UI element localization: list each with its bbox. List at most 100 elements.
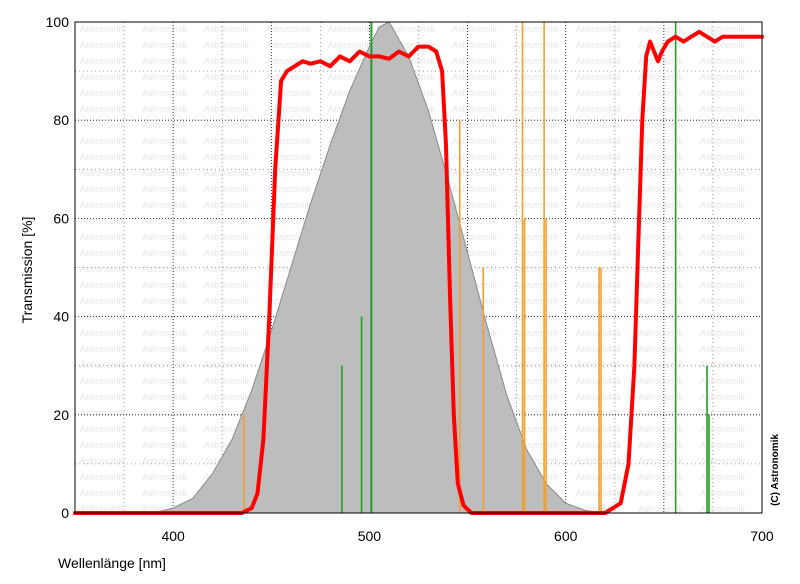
watermark-text: Astronomik: [266, 104, 312, 114]
watermark-text: Astronomik: [514, 424, 560, 434]
y-axis-label: Transmission [%]: [19, 217, 35, 324]
watermark-text: Astronomik: [80, 232, 126, 242]
watermark-text: Astronomik: [390, 40, 436, 50]
watermark-text: Astronomik: [80, 456, 126, 466]
watermark-text: Astronomik: [204, 392, 250, 402]
watermark-text: Astronomik: [576, 232, 622, 242]
x-tick-label: 500: [358, 528, 382, 544]
watermark-text: Astronomik: [80, 440, 126, 450]
filter-curve: [73, 29, 764, 515]
x-tick-label: 400: [161, 528, 185, 544]
watermark-text: Astronomik: [700, 120, 746, 130]
watermark-text: Astronomik: [638, 408, 684, 418]
watermark-text: Astronomik: [638, 472, 684, 482]
watermark-text: Astronomik: [514, 296, 560, 306]
watermark-text: Astronomik: [700, 216, 746, 226]
watermark-text: Astronomik: [514, 264, 560, 274]
watermark-text: Astronomik: [638, 296, 684, 306]
watermark-text: Astronomik: [142, 24, 188, 34]
plot-frame: [74, 21, 763, 514]
watermark-text: Astronomik: [700, 456, 746, 466]
watermark-text: Astronomik: [204, 136, 250, 146]
watermark-text: Astronomik: [204, 40, 250, 50]
watermark-text: Astronomik: [700, 264, 746, 274]
watermark-text: Astronomik: [142, 232, 188, 242]
watermark-text: Astronomik: [514, 168, 560, 178]
watermark-text: Astronomik: [142, 248, 188, 258]
watermark-text: Astronomik: [142, 328, 188, 338]
watermark-text: Astronomik: [80, 88, 126, 98]
watermark-text: Astronomik: [700, 248, 746, 258]
watermark-text: Astronomik: [80, 200, 126, 210]
watermark-text: Astronomik: [576, 104, 622, 114]
watermark-text: Astronomik: [514, 408, 560, 418]
watermark-text: Astronomik: [514, 40, 560, 50]
watermark-text: Astronomik: [142, 120, 188, 130]
watermark-text: Astronomik: [576, 152, 622, 162]
watermark-text: Astronomik: [638, 376, 684, 386]
watermark-text: Astronomik: [204, 264, 250, 274]
watermark-text: Astronomik: [204, 120, 250, 130]
y-tick-label: 80: [53, 112, 69, 128]
watermark-text: Astronomik: [142, 104, 188, 114]
watermark-text: Astronomik: [638, 344, 684, 354]
y-tick-label: 20: [53, 407, 69, 423]
watermark-text: Astronomik: [638, 264, 684, 274]
watermark-text: Astronomik: [80, 24, 126, 34]
watermark-text: Astronomik: [204, 216, 250, 226]
watermark-text: Astronomik: [80, 72, 126, 82]
watermark-text: Astronomik: [142, 488, 188, 498]
watermark-text: Astronomik: [80, 296, 126, 306]
watermark-text: Astronomik: [266, 232, 312, 242]
watermark-text: Astronomik: [266, 216, 312, 226]
watermark-text: Astronomik: [142, 344, 188, 354]
watermark-text: Astronomik: [266, 248, 312, 258]
tick-labels: 400 500 600 700 0 20 40 60 80 100: [46, 14, 774, 544]
watermark-text: Astronomik: [638, 424, 684, 434]
watermark-text: Astronomik: [576, 88, 622, 98]
watermark-text: Astronomik: [142, 456, 188, 466]
watermark-text: Astronomik: [142, 360, 188, 370]
watermark-text: Astronomik: [452, 120, 498, 130]
watermark-text: Astronomik: [204, 56, 250, 66]
watermark-text: Astronomik: [142, 408, 188, 418]
watermark-text: Astronomik: [514, 88, 560, 98]
watermark-text: Astronomik: [266, 152, 312, 162]
watermark-text: Astronomik: [700, 200, 746, 210]
watermark-text: Astronomik: [514, 200, 560, 210]
watermark-text: Astronomik: [80, 120, 126, 130]
watermark-text: Astronomik: [204, 312, 250, 322]
watermark-text: Astronomik: [514, 456, 560, 466]
watermark-text: Astronomik: [452, 104, 498, 114]
watermark-text: Astronomik: [142, 296, 188, 306]
watermark-text: Astronomik: [142, 200, 188, 210]
watermark-text: Astronomik: [80, 328, 126, 338]
watermark-text: Astronomik: [452, 152, 498, 162]
watermark-text: Astronomik: [204, 104, 250, 114]
watermark-text: Astronomik: [700, 360, 746, 370]
watermark-text: Astronomik: [142, 392, 188, 402]
watermark-text: Astronomik: [142, 312, 188, 322]
watermark-text: Astronomik: [80, 504, 126, 514]
x-tick-label: 700: [750, 528, 774, 544]
watermark-text: Astronomik: [80, 472, 126, 482]
watermark-text: Astronomik: [328, 40, 374, 50]
watermark-text: Astronomik: [638, 392, 684, 402]
watermark-text: Astronomik: [638, 72, 684, 82]
watermark-text: Astronomik: [514, 24, 560, 34]
watermark-text: Astronomik: [514, 312, 560, 322]
watermark-text: Astronomik: [204, 360, 250, 370]
watermark-text: Astronomik: [204, 168, 250, 178]
watermark-text: Astronomik: [514, 440, 560, 450]
watermark-text: Astronomik: [700, 408, 746, 418]
watermark-text: Astronomik: [514, 360, 560, 370]
watermark-text: Astronomik: [204, 376, 250, 386]
y-tick-label: 60: [53, 210, 69, 226]
watermark-text: Astronomik: [514, 152, 560, 162]
watermark-text: Astronomik: [80, 376, 126, 386]
watermark-text: Astronomik: [80, 216, 126, 226]
watermark-text: Astronomik: [204, 232, 250, 242]
watermark-text: Astronomik: [204, 200, 250, 210]
watermark-text: Astronomik: [700, 376, 746, 386]
watermark-text: Astronomik: [638, 168, 684, 178]
